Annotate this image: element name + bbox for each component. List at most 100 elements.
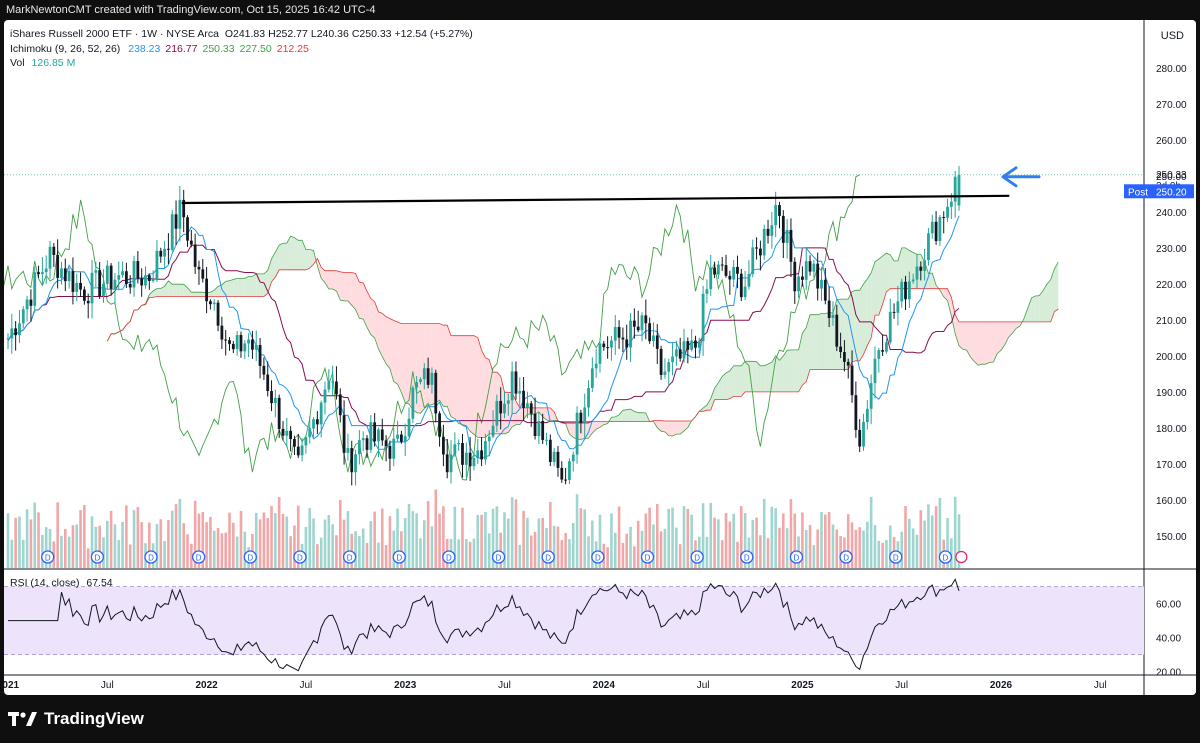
candle-body[interactable] <box>862 421 865 447</box>
candle-body[interactable] <box>312 419 315 429</box>
candle-body[interactable] <box>6 338 10 340</box>
candle-body[interactable] <box>846 361 850 366</box>
candle-body[interactable] <box>71 271 75 292</box>
candle-body[interactable] <box>407 418 411 437</box>
candle-body[interactable] <box>113 279 117 289</box>
candle-body[interactable] <box>869 383 873 409</box>
candle-body[interactable] <box>441 436 445 455</box>
candle-body[interactable] <box>128 283 132 288</box>
candle-body[interactable] <box>411 387 415 419</box>
candle-body[interactable] <box>491 425 495 437</box>
candle-body[interactable] <box>820 279 823 289</box>
candle-body[interactable] <box>888 311 892 343</box>
candle-body[interactable] <box>594 363 598 369</box>
candle-body[interactable] <box>94 270 98 273</box>
candle-body[interactable] <box>396 434 399 439</box>
candle-body[interactable] <box>449 454 453 473</box>
candle-body[interactable] <box>583 407 587 423</box>
candle-body[interactable] <box>590 368 594 388</box>
candle-body[interactable] <box>273 397 277 404</box>
candle-body[interactable] <box>655 335 659 349</box>
candle-body[interactable] <box>354 454 357 473</box>
candle-body[interactable] <box>29 299 33 306</box>
candle-body[interactable] <box>613 327 617 341</box>
candle-body[interactable] <box>598 343 602 364</box>
dividend-marker-icon[interactable] <box>690 550 704 564</box>
candle-body[interactable] <box>251 339 254 350</box>
candle-body[interactable] <box>67 271 71 282</box>
candle-body[interactable] <box>751 247 755 274</box>
candle-body[interactable] <box>308 428 312 438</box>
candle-body[interactable] <box>266 374 270 391</box>
candle-body[interactable] <box>789 229 793 262</box>
candle-body[interactable] <box>109 265 113 289</box>
candle-body[interactable] <box>327 382 331 390</box>
candle-body[interactable] <box>373 422 377 442</box>
candle-body[interactable] <box>644 315 648 324</box>
candle-body[interactable] <box>33 272 37 306</box>
candle-body[interactable] <box>552 451 556 462</box>
candle-body[interactable] <box>686 341 690 350</box>
candle-body[interactable] <box>434 372 438 414</box>
candle-body[interactable] <box>209 301 212 305</box>
candle-body[interactable] <box>678 349 682 359</box>
candle-body[interactable] <box>79 283 82 290</box>
candle-body[interactable] <box>919 266 923 271</box>
chart-panel[interactable]: 280.00 270.00 260.00 250.00 240.00 230.00 220.… <box>4 20 1196 695</box>
candle-body[interactable] <box>843 352 846 362</box>
candle-body[interactable] <box>728 275 732 280</box>
candle-body[interactable] <box>86 300 90 304</box>
currency-label[interactable]: USD <box>1160 30 1184 42</box>
candle-body[interactable] <box>262 365 266 375</box>
candle-body[interactable] <box>904 281 907 300</box>
candle-body[interactable] <box>247 339 251 344</box>
candle-body[interactable] <box>667 362 671 372</box>
candle-body[interactable] <box>60 268 63 278</box>
candle-body[interactable] <box>346 448 350 453</box>
candle-body[interactable] <box>892 311 896 313</box>
candle-body[interactable] <box>758 248 762 256</box>
candle-body[interactable] <box>205 278 209 302</box>
candle-body[interactable] <box>697 341 701 348</box>
candle-body[interactable] <box>629 320 632 348</box>
candle-body[interactable] <box>377 429 380 442</box>
candle-body[interactable] <box>770 225 774 236</box>
candle-body[interactable] <box>949 201 953 207</box>
candle-body[interactable] <box>415 382 419 388</box>
resistance-trendline[interactable] <box>181 194 1010 205</box>
candle-body[interactable] <box>338 394 342 416</box>
candle-body[interactable] <box>289 430 293 440</box>
candle-body[interactable] <box>781 215 785 243</box>
candle-body[interactable] <box>178 199 182 229</box>
candle-body[interactable] <box>167 248 170 250</box>
chart-canvas[interactable]: 280.00 270.00 260.00 250.00 240.00 230.00 220.… <box>4 20 1196 695</box>
candle-body[interactable] <box>231 343 235 350</box>
candle-body[interactable] <box>946 206 949 218</box>
candle-body[interactable] <box>606 347 610 349</box>
candle-body[interactable] <box>942 217 946 219</box>
candle-body[interactable] <box>621 337 625 340</box>
candle-body[interactable] <box>132 261 136 288</box>
candle-body[interactable] <box>487 436 491 442</box>
candle-body[interactable] <box>907 281 911 300</box>
arrow-annotation-icon[interactable] <box>1001 166 1041 188</box>
candle-body[interactable] <box>636 326 640 331</box>
candle-body[interactable] <box>923 260 927 271</box>
candle-body[interactable] <box>380 429 384 441</box>
candle-body[interactable] <box>293 439 296 447</box>
candle-body[interactable] <box>342 415 346 453</box>
candle-body[interactable] <box>865 408 869 422</box>
candle-body[interactable] <box>915 266 919 280</box>
dividend-marker-icon[interactable] <box>442 550 456 564</box>
candle-body[interactable] <box>522 390 525 408</box>
candle-body[interactable] <box>193 244 197 267</box>
earnings-marker-icon[interactable] <box>955 550 968 564</box>
candle-body[interactable] <box>453 444 457 455</box>
candle-body[interactable] <box>304 437 308 446</box>
candle-body[interactable] <box>388 445 392 459</box>
candle-body[interactable] <box>281 428 285 436</box>
candle-body[interactable] <box>254 345 258 350</box>
candle-body[interactable] <box>674 349 678 357</box>
candle-body[interactable] <box>732 266 736 280</box>
candle-body[interactable] <box>224 339 228 341</box>
